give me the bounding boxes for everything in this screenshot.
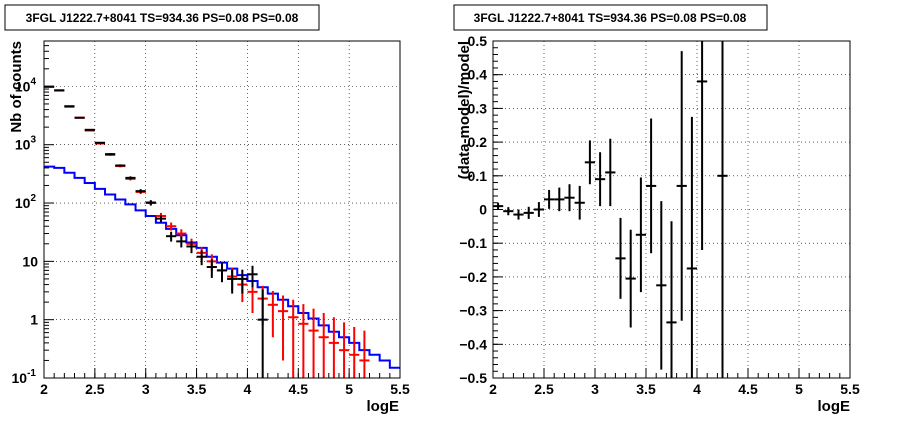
residuals-title-box: [453, 4, 768, 31]
residuals-y-axis-label: (data-model)/model: [456, 41, 473, 179]
counts-x-tick-labels: 2 2.5 3 3.5 4 4.5 5 5.5: [40, 381, 410, 397]
counts-chart-title: 3FGL J1222.7+8041 TS=934.36 PS=0.08 PS=0…: [26, 11, 299, 25]
x-tick-label: 2: [40, 381, 48, 397]
residuals-chart-title: 3FGL J1222.7+8041 TS=934.36 PS=0.08 PS=0…: [474, 11, 747, 25]
y-tick-label: 10-1: [12, 368, 37, 386]
x-tick-label: 4: [693, 381, 701, 397]
x-tick-label: 3.5: [187, 381, 207, 397]
y-tick-label: 0.3: [468, 100, 488, 116]
x-tick-label: 5: [795, 381, 803, 397]
counts-x-axis-label: logE: [367, 398, 400, 415]
y-tick-label: −0.3: [459, 303, 487, 319]
y-tick-label: 103: [15, 135, 37, 153]
x-tick-label: 5.5: [390, 381, 410, 397]
x-tick-label: 4.5: [289, 381, 309, 397]
y-tick-label: 0: [479, 202, 487, 218]
x-tick-label: 4.5: [738, 381, 758, 397]
residuals-axis-ticks: [492, 40, 851, 379]
x-tick-label: 2.5: [534, 381, 554, 397]
residuals-plot-frame: [492, 40, 851, 379]
x-tick-label: 4: [244, 381, 252, 397]
y-tick-label: 0.2: [468, 134, 488, 150]
y-tick-label: 0.4: [468, 67, 488, 83]
y-tick-label: −0.1: [459, 235, 487, 251]
counts-title-box: [4, 4, 320, 31]
y-tick-label: 10: [22, 253, 38, 269]
counts-plot-frame: [43, 40, 401, 379]
x-tick-label: 3: [591, 381, 599, 397]
counts-y-axis-label: Nb of counts: [8, 41, 25, 133]
residual-points-series: [493, 41, 728, 378]
counts-axis-ticks: [43, 45, 401, 379]
x-tick-label: 5.5: [840, 381, 860, 397]
x-tick-label: 2: [489, 381, 497, 397]
residuals-grid: [493, 41, 850, 378]
x-tick-label: 2.5: [85, 381, 105, 397]
residuals-x-axis-label: logE: [818, 398, 851, 415]
data-points-series: [44, 85, 268, 378]
x-tick-label: 3.5: [636, 381, 656, 397]
x-tick-label: 5: [345, 381, 353, 397]
residuals-x-tick-labels: 2 2.5 3 3.5 4 4.5 5 5.5: [489, 381, 860, 397]
y-tick-label: −0.4: [459, 336, 487, 352]
y-tick-label: 1: [30, 312, 38, 328]
counts-histogram-chart: 2 2.5 3 3.5 4 4.5 5 5.5 10-1 1 10 102 103 104 logE N…: [4, 4, 410, 415]
y-tick-label: −0.2: [459, 269, 487, 285]
y-tick-label: 0.5: [468, 33, 488, 49]
y-tick-label: 104: [15, 76, 37, 94]
counts-grid: [44, 41, 400, 378]
y-tick-label: 102: [15, 193, 37, 211]
residuals-y-tick-labels: −0.5 −0.4 −0.3 −0.2 −0.1 0 0.1 0.2 0.3 0.4 0.5: [459, 33, 487, 386]
counts-y-tick-labels: 10-1 1 10 102 103 104: [12, 76, 39, 386]
y-tick-label: 0.1: [468, 168, 488, 184]
x-tick-label: 3: [142, 381, 150, 397]
y-tick-label: −0.5: [459, 370, 487, 386]
